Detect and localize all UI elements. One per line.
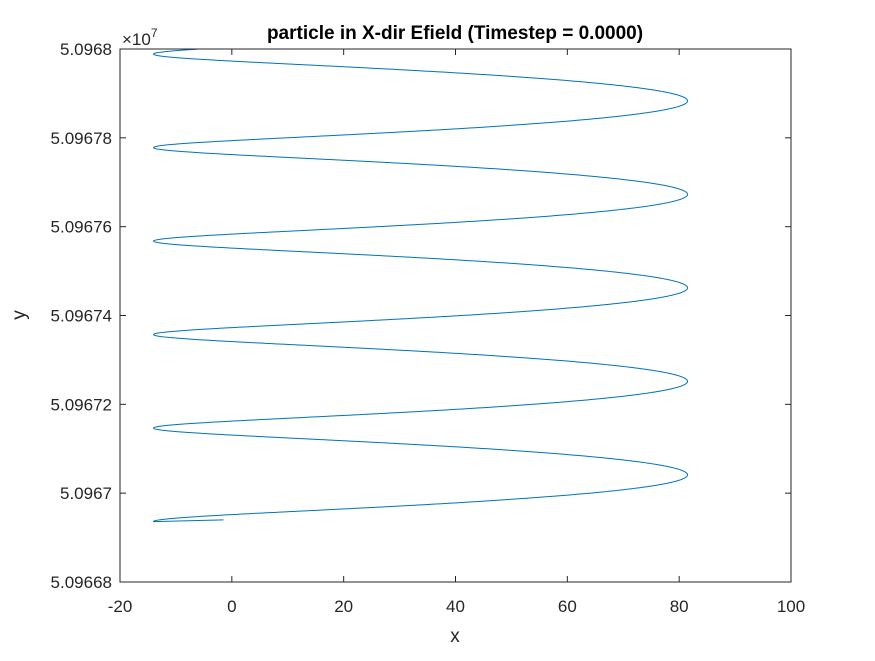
x-tick-label: 40 bbox=[446, 597, 465, 616]
y-tick-label: 5.09678 bbox=[51, 129, 112, 148]
trajectory-line bbox=[152, 49, 689, 523]
x-tick-label: 60 bbox=[558, 597, 577, 616]
x-tick-label: 80 bbox=[670, 597, 689, 616]
y-tick-label: 5.09676 bbox=[51, 218, 112, 237]
y-ticks: 5.09668 5.0967 5.09672 5.09674 5.09676 5.0967… bbox=[51, 40, 791, 592]
y-axis-label: y bbox=[9, 310, 30, 320]
series-layer bbox=[152, 49, 689, 523]
y-exponent-label: ×107 bbox=[122, 26, 158, 49]
x-tick-label: 100 bbox=[777, 597, 805, 616]
y-exponent-power: 7 bbox=[151, 26, 158, 40]
y-tick-label: 5.0968 bbox=[60, 40, 112, 59]
x-ticks: -20 0 20 40 60 80 100 bbox=[108, 49, 805, 616]
y-tick-label: 5.09674 bbox=[51, 307, 112, 326]
y-tick-label: 5.09668 bbox=[51, 573, 112, 592]
x-tick-label: 0 bbox=[227, 597, 236, 616]
x-tick-label: -20 bbox=[108, 597, 133, 616]
x-tick-label: 20 bbox=[334, 597, 353, 616]
y-exponent-base: ×10 bbox=[122, 30, 151, 49]
y-tick-label: 5.0967 bbox=[60, 484, 112, 503]
x-axis-label: x bbox=[450, 626, 460, 647]
chart-title: particle in X-dir Efield (Timestep = 0.0… bbox=[267, 23, 643, 44]
y-tick-label: 5.09672 bbox=[51, 395, 112, 414]
